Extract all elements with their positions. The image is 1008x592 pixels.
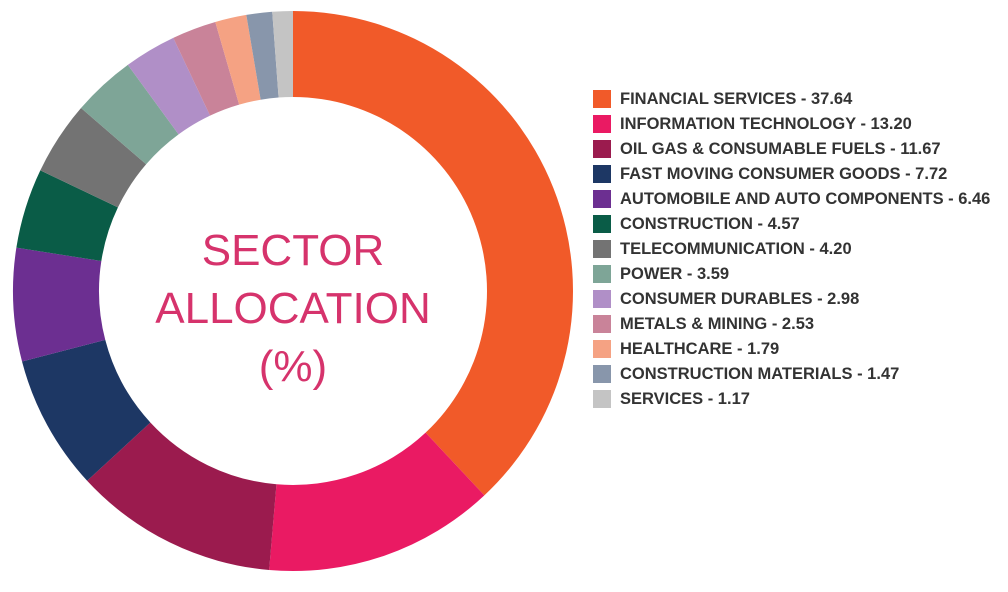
- chart-title: SECTOR ALLOCATION (%): [155, 226, 431, 391]
- legend-label: POWER - 3.59: [620, 265, 730, 283]
- donut-slice: [22, 339, 151, 481]
- donut-slice: [269, 432, 485, 572]
- legend-label: HEALTHCARE - 1.79: [620, 340, 780, 358]
- legend-item: POWER - 3.59: [593, 263, 1003, 286]
- legend-swatch: [593, 265, 611, 283]
- donut-slice: [246, 11, 279, 100]
- donut-slice: [40, 108, 147, 208]
- legend-label: AUTOMOBILE AND AUTO COMPONENTS - 6.46: [620, 190, 991, 208]
- legend: FINANCIAL SERVICES - 37.64 INFORMATION TE…: [593, 88, 1003, 413]
- legend-label: CONSTRUCTION - 4.57: [620, 215, 800, 233]
- donut-slice: [173, 21, 240, 116]
- donut-slice: [293, 11, 573, 496]
- legend-item: SERVICES - 1.17: [593, 388, 1003, 411]
- legend-label: FINANCIAL SERVICES - 37.64: [620, 90, 853, 108]
- legend-swatch: [593, 315, 611, 333]
- legend-label: CONSUMER DURABLES - 2.98: [620, 290, 860, 308]
- legend-swatch: [593, 290, 611, 308]
- legend-item: OIL GAS & CONSUMABLE FUELS - 11.67: [593, 138, 1003, 161]
- legend-item: CONSTRUCTION MATERIALS - 1.47: [593, 363, 1003, 386]
- legend-swatch: [593, 90, 611, 108]
- donut-slice: [81, 64, 179, 165]
- legend-item: FAST MOVING CONSUMER GOODS - 7.72: [593, 163, 1003, 186]
- donut-slice: [272, 11, 293, 98]
- legend-label: TELECOMMUNICATION - 4.20: [620, 240, 852, 258]
- donut-slice: [12, 247, 106, 362]
- legend-label: CONSTRUCTION MATERIALS - 1.47: [620, 365, 900, 383]
- legend-swatch: [593, 115, 611, 133]
- legend-swatch: [593, 340, 611, 358]
- donut-slice: [16, 170, 118, 261]
- legend-item: CONSUMER DURABLES - 2.98: [593, 288, 1003, 311]
- legend-item: FINANCIAL SERVICES - 37.64: [593, 88, 1003, 111]
- legend-swatch: [593, 365, 611, 383]
- legend-label: METALS & MINING - 2.53: [620, 315, 815, 333]
- legend-swatch: [593, 240, 611, 258]
- donut-slice: [127, 37, 211, 135]
- donut-slice: [87, 422, 277, 570]
- legend-label: INFORMATION TECHNOLOGY - 13.20: [620, 115, 912, 133]
- legend-swatch: [593, 140, 611, 158]
- legend-swatch: [593, 215, 611, 233]
- legend-swatch: [593, 165, 611, 183]
- legend-item: TELECOMMUNICATION - 4.20: [593, 238, 1003, 261]
- donut-slice: [215, 14, 261, 105]
- legend-item: AUTOMOBILE AND AUTO COMPONENTS - 6.46: [593, 188, 1003, 211]
- legend-label: FAST MOVING CONSUMER GOODS - 7.72: [620, 165, 948, 183]
- legend-swatch: [593, 390, 611, 408]
- legend-label: SERVICES - 1.17: [620, 390, 750, 408]
- legend-item: CONSTRUCTION - 4.57: [593, 213, 1003, 236]
- legend-item: METALS & MINING - 2.53: [593, 313, 1003, 336]
- legend-swatch: [593, 190, 611, 208]
- legend-label: OIL GAS & CONSUMABLE FUELS - 11.67: [620, 140, 941, 158]
- legend-item: INFORMATION TECHNOLOGY - 13.20: [593, 113, 1003, 136]
- legend-item: HEALTHCARE - 1.79: [593, 338, 1003, 361]
